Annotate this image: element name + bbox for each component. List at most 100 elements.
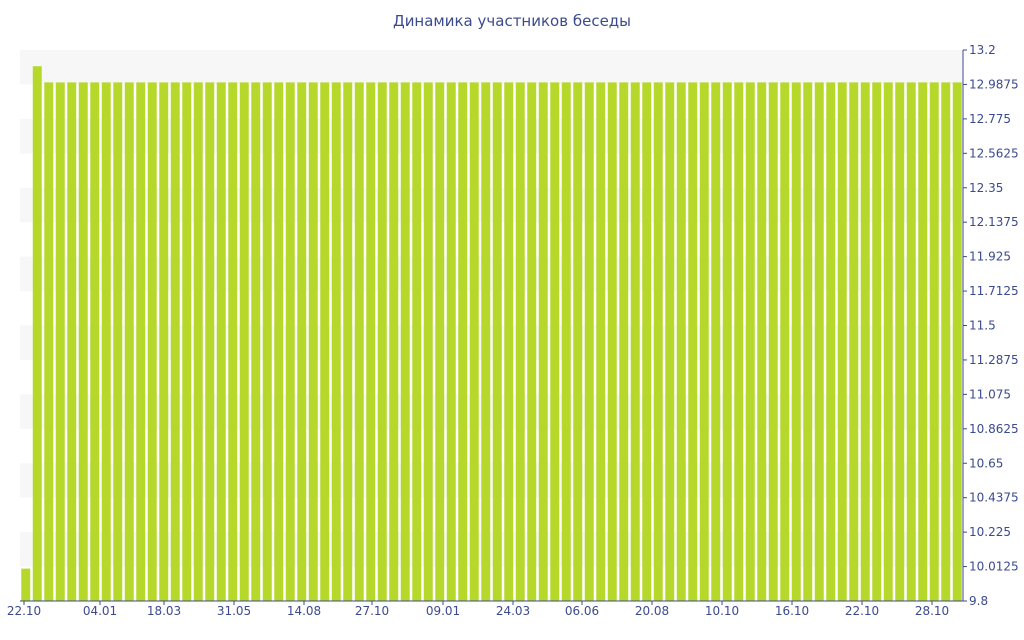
- bar: [101, 82, 111, 601]
- y-tick-label: 12.9875: [969, 77, 1019, 91]
- bar: [734, 82, 744, 601]
- x-tick-label: 22.10: [845, 604, 879, 618]
- bar: [377, 82, 387, 601]
- bar: [504, 82, 514, 601]
- x-tick-label: 06.06: [565, 604, 599, 618]
- bars: [21, 66, 962, 601]
- x-tick-label: 31.05: [217, 604, 251, 618]
- x-tick-label: 04.01: [83, 604, 117, 618]
- bar: [308, 82, 318, 601]
- bar: [895, 82, 905, 601]
- y-tick-label: 10.65: [969, 456, 1003, 470]
- y-tick-labels: 13.2 12.9875 12.775 12.5625 12.35 12.1375 11.9…: [969, 43, 1019, 608]
- x-tick-labels: 22.10 04.01 18.03 31.05 14.08 27.10 09.01 24.03…: [7, 604, 949, 618]
- bar: [745, 82, 755, 601]
- x-tick-label: 14.08: [287, 604, 321, 618]
- bar: [216, 82, 226, 601]
- bar: [251, 82, 261, 601]
- bar: [515, 82, 525, 601]
- bar: [918, 82, 928, 601]
- y-tick-label: 12.1375: [969, 215, 1019, 229]
- bar: [78, 82, 88, 601]
- bar: [550, 82, 560, 601]
- y-tick-label: 10.8625: [969, 422, 1019, 436]
- x-tick-label: 18.03: [147, 604, 181, 618]
- bar: [952, 82, 962, 601]
- y-tick-label: 12.35: [969, 181, 1003, 195]
- y-tick-label: 10.4375: [969, 491, 1019, 505]
- bar: [400, 82, 410, 601]
- bar: [607, 82, 617, 601]
- bar: [665, 82, 675, 601]
- bar: [458, 82, 468, 601]
- bar: [814, 82, 824, 601]
- bar: [67, 82, 77, 601]
- y-tick-label: 9.8: [969, 594, 988, 608]
- bar: [136, 82, 146, 601]
- x-tick-label: 22.10: [7, 604, 41, 618]
- bar: [860, 82, 870, 601]
- bar: [55, 82, 65, 601]
- bar: [929, 82, 939, 601]
- bar: [826, 82, 836, 601]
- bar: [872, 82, 882, 601]
- bar: [849, 82, 859, 601]
- bar: [941, 82, 951, 601]
- y-tick-label: 11.925: [969, 250, 1011, 264]
- bar: [481, 82, 491, 601]
- axes: [20, 49, 967, 605]
- bar: [331, 82, 341, 601]
- bar: [354, 82, 364, 601]
- bar: [711, 82, 721, 601]
- bar: [676, 82, 686, 601]
- x-tick-label: 27.10: [355, 604, 389, 618]
- bar: [757, 82, 767, 601]
- bar: [182, 82, 192, 601]
- y-tick-label: 12.5625: [969, 146, 1019, 160]
- bar: [630, 82, 640, 601]
- bar: [423, 82, 433, 601]
- bar: [32, 66, 42, 601]
- bar: [90, 82, 100, 601]
- y-tick-label: 11.7125: [969, 284, 1019, 298]
- bar: [642, 82, 652, 601]
- bar: [906, 82, 916, 601]
- bar: [412, 82, 422, 601]
- bar: [147, 82, 157, 601]
- bar: [170, 82, 180, 601]
- bar: [320, 82, 330, 601]
- y-tick-label: 10.0125: [969, 560, 1019, 574]
- x-tick-label: 09.01: [426, 604, 460, 618]
- bar: [768, 82, 778, 601]
- bar: [780, 82, 790, 601]
- bar: [21, 568, 31, 601]
- bar: [883, 82, 893, 601]
- bar: [561, 82, 571, 601]
- bar: [113, 82, 123, 601]
- bar: [722, 82, 732, 601]
- grid-band: [20, 50, 963, 85]
- bar: [653, 82, 663, 601]
- bar: [688, 82, 698, 601]
- bar: [596, 82, 606, 601]
- x-tick-label: 16.10: [775, 604, 809, 618]
- bar: [492, 82, 502, 601]
- bar: [699, 82, 709, 601]
- y-tick-label: 10.225: [969, 525, 1011, 539]
- bar: [285, 82, 295, 601]
- chart-title: Динамика участников беседы: [392, 12, 632, 30]
- bar: [584, 82, 594, 601]
- y-tick-label: 13.2: [969, 43, 996, 57]
- bar: [262, 82, 272, 601]
- y-tick-label: 11.075: [969, 387, 1011, 401]
- bar: [619, 82, 629, 601]
- bar: [44, 82, 54, 601]
- bar: [389, 82, 399, 601]
- x-tick-label: 28.10: [915, 604, 949, 618]
- bar: [366, 82, 376, 601]
- bar: [274, 82, 284, 601]
- y-tick-label: 11.5: [969, 319, 996, 333]
- bar: [435, 82, 445, 601]
- bar: [538, 82, 548, 601]
